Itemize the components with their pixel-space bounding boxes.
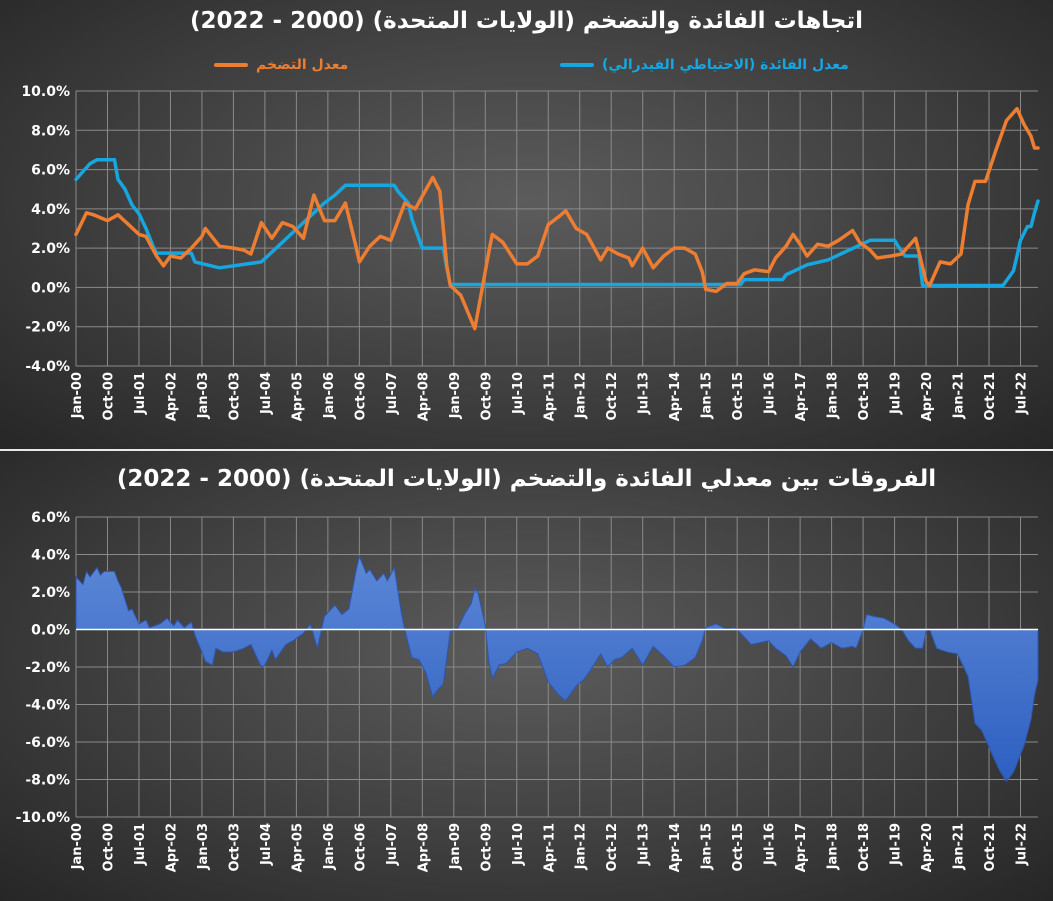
inflation-line bbox=[74, 106, 1040, 331]
fed-rate-legend-label: معدل الفائدة (الاحتياطي الفيدرالي) bbox=[602, 57, 849, 73]
bottom-y-tick-label: -10.0% bbox=[16, 810, 70, 826]
panel-divider bbox=[0, 449, 1053, 451]
top-x-tick-label: Jul-19 bbox=[889, 372, 904, 415]
bottom-area-chart: 6.0% 4.0% 2.0% 0.0% -2.0% -4.0% -6.0% -8.0% -10.… bbox=[16, 510, 1039, 872]
top-x-tick-label: Jan-15 bbox=[700, 372, 715, 419]
bottom-x-tick-label: Jul-07 bbox=[385, 823, 400, 866]
bottom-x-tick-label: Jul-19 bbox=[889, 823, 904, 866]
bottom-x-tick-label: Oct-18 bbox=[857, 823, 872, 871]
top-y-tick-label: -2.0% bbox=[25, 320, 70, 336]
top-x-tick-label: Oct-03 bbox=[227, 372, 242, 420]
bottom-x-tick-label: Jul-04 bbox=[259, 823, 274, 866]
top-x-tick-label: Jan-09 bbox=[448, 372, 463, 419]
top-x-tick-label: Oct-00 bbox=[101, 372, 116, 420]
top-x-tick-label: Jul-16 bbox=[763, 372, 778, 415]
top-x-tick-label: Jul-13 bbox=[637, 372, 652, 415]
top-x-tick-label: Apr-17 bbox=[794, 372, 809, 421]
bottom-x-tick-label: Jul-01 bbox=[133, 823, 148, 866]
bottom-x-tick-label: Oct-12 bbox=[605, 823, 620, 871]
bottom-x-tick-label: Jan-00 bbox=[70, 823, 85, 870]
legend-fed-rate: معدل الفائدة (الاحتياطي الفيدرالي) bbox=[560, 54, 849, 76]
bottom-x-tick-label: Oct-06 bbox=[353, 823, 368, 871]
top-x-tick-label: Jul-04 bbox=[259, 372, 274, 415]
top-x-tick-label: Oct-12 bbox=[605, 372, 620, 420]
bottom-x-tick-label: Jan-09 bbox=[448, 823, 463, 870]
top-x-tick-label: Jul-22 bbox=[1015, 372, 1030, 415]
top-y-tick-label: 10.0% bbox=[21, 84, 70, 100]
bottom-x-tick-label: Oct-09 bbox=[479, 823, 494, 871]
top-y-tick-label: -4.0% bbox=[25, 359, 70, 375]
top-x-tick-label: Apr-05 bbox=[290, 372, 305, 421]
top-y-tick-label: 6.0% bbox=[31, 163, 70, 179]
bottom-x-tick-label: Apr-14 bbox=[668, 823, 683, 872]
top-x-tick-label: Jan-12 bbox=[574, 372, 589, 419]
bottom-x-tick-label: Oct-21 bbox=[983, 823, 998, 871]
bottom-y-tick-label: 6.0% bbox=[31, 510, 70, 526]
bottom-x-tick-label: Oct-15 bbox=[731, 823, 746, 871]
top-x-tick-label: Jan-21 bbox=[952, 372, 967, 419]
top-x-tick-label: Apr-14 bbox=[668, 372, 683, 421]
bottom-chart-title: الفروقات بين معدلي الفائدة والتضخم (الول… bbox=[116, 466, 937, 492]
top-y-tick-label: 8.0% bbox=[31, 123, 70, 139]
legend-inflation: معدل التضخم bbox=[214, 54, 348, 76]
spread-area bbox=[75, 554, 1039, 783]
bottom-y-tick-label: 2.0% bbox=[31, 585, 70, 601]
top-line-chart: 10.0%8.0%6.0%4.0%2.0%0.0%-2.0%-4.0%Jan-0… bbox=[21, 84, 1040, 421]
top-x-tick-label: Oct-18 bbox=[857, 372, 872, 420]
bottom-x-tick-label: Jul-22 bbox=[1015, 823, 1030, 866]
top-y-tick-label: 0.0% bbox=[31, 280, 70, 296]
bottom-x-tick-label: Oct-03 bbox=[227, 823, 242, 871]
top-x-tick-label: Apr-11 bbox=[542, 372, 557, 421]
bottom-x-tick-label: Jul-10 bbox=[511, 823, 526, 866]
top-x-tick-label: Jan-18 bbox=[826, 372, 841, 419]
top-x-tick-label: Jan-03 bbox=[196, 372, 211, 419]
bottom-x-tick-label: Apr-08 bbox=[416, 823, 431, 872]
bottom-y-tick-label: 4.0% bbox=[31, 548, 70, 564]
top-x-tick-label: Apr-02 bbox=[164, 372, 179, 421]
bottom-y-tick-label: -8.0% bbox=[25, 773, 70, 789]
top-x-tick-label: Jan-06 bbox=[322, 372, 337, 419]
top-x-tick-label: Oct-06 bbox=[353, 372, 368, 420]
bottom-y-tick-label: -4.0% bbox=[25, 698, 70, 714]
top-chart-title: اتجاهات الفائدة والتضخم (الولايات المتحد… bbox=[189, 8, 864, 34]
top-x-tick-label: Oct-09 bbox=[479, 372, 494, 420]
top-x-tick-label: Jan-00 bbox=[70, 372, 85, 419]
bottom-x-tick-label: Apr-05 bbox=[290, 823, 305, 872]
bottom-y-tick-label: 0.0% bbox=[31, 623, 70, 639]
top-y-tick-label: 2.0% bbox=[31, 241, 70, 257]
bottom-x-tick-label: Apr-17 bbox=[794, 823, 809, 872]
bottom-x-tick-label: Jan-18 bbox=[826, 823, 841, 870]
top-x-tick-label: Jul-01 bbox=[133, 372, 148, 415]
top-y-tick-label: 4.0% bbox=[31, 202, 70, 218]
bottom-x-tick-label: Jan-06 bbox=[322, 823, 337, 870]
top-x-tick-label: Oct-15 bbox=[731, 372, 746, 420]
top-x-tick-label: Jul-10 bbox=[511, 372, 526, 415]
bottom-x-tick-label: Apr-20 bbox=[920, 823, 935, 872]
bottom-x-tick-label: Jan-21 bbox=[952, 823, 967, 870]
bottom-x-tick-label: Jan-03 bbox=[196, 823, 211, 870]
bottom-x-tick-label: Jan-15 bbox=[700, 823, 715, 870]
bottom-x-tick-label: Apr-11 bbox=[542, 823, 557, 872]
bottom-y-tick-label: -6.0% bbox=[25, 735, 70, 751]
bottom-x-tick-label: Apr-02 bbox=[164, 823, 179, 872]
fed-rate-legend-swatch bbox=[560, 63, 594, 67]
inflation-legend-label: معدل التضخم bbox=[256, 57, 349, 73]
top-chart-panel bbox=[0, 0, 1053, 449]
bottom-x-tick-label: Jan-12 bbox=[574, 823, 589, 870]
top-x-tick-label: Apr-08 bbox=[416, 372, 431, 421]
top-x-tick-label: Jul-07 bbox=[385, 372, 400, 415]
bottom-x-tick-label: Jul-16 bbox=[763, 823, 778, 866]
bottom-x-tick-label: Oct-00 bbox=[101, 823, 116, 871]
bottom-y-tick-label: -2.0% bbox=[25, 660, 70, 676]
bottom-chart-panel bbox=[0, 451, 1053, 901]
top-x-tick-label: Oct-21 bbox=[983, 372, 998, 420]
inflation-legend-swatch bbox=[214, 63, 248, 67]
bottom-x-tick-label: Jul-13 bbox=[637, 823, 652, 866]
top-x-tick-label: Apr-20 bbox=[920, 372, 935, 421]
fed-rate-line bbox=[74, 158, 1040, 288]
